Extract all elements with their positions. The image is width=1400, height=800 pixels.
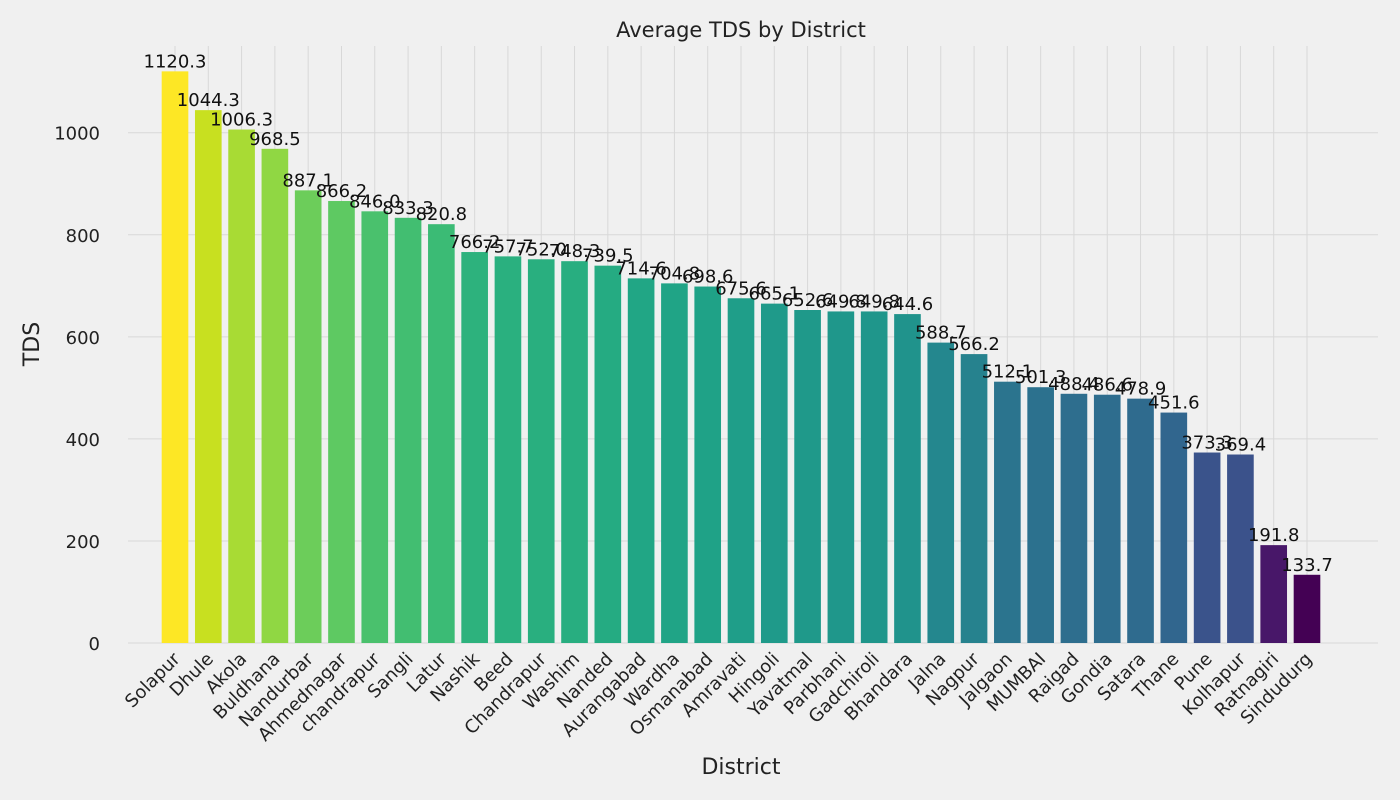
bar-value-label: 369.4 — [1215, 435, 1267, 456]
bar — [627, 278, 655, 643]
bar-value-label: 833.3 — [382, 198, 434, 219]
bar — [927, 342, 955, 643]
bar — [860, 311, 888, 643]
bar — [1227, 454, 1254, 643]
bar — [261, 148, 289, 644]
bar-value-label: 887.1 — [282, 170, 334, 191]
bar — [1060, 393, 1088, 643]
y-axis-ticks: 0 200 400 600 800 1000 — [54, 124, 100, 655]
bar-value-label: 649.8 — [848, 291, 900, 312]
y-tick-label: 200 — [66, 532, 100, 553]
bar — [1093, 394, 1121, 643]
bar — [694, 286, 722, 643]
bar — [527, 259, 555, 643]
bar — [794, 310, 821, 643]
bar-value-label: 748.3 — [549, 241, 601, 262]
bar — [228, 129, 255, 643]
bar-value-label: 488.4 — [1048, 374, 1100, 395]
bar-value-label: 1006.3 — [210, 110, 273, 131]
bar-value-label: 675.6 — [715, 278, 767, 299]
bar — [1127, 398, 1154, 643]
bar-value-label: 588.7 — [915, 323, 967, 344]
y-tick-label: 600 — [66, 328, 100, 349]
bar — [1293, 574, 1321, 643]
bar-value-label: 968.5 — [249, 129, 301, 150]
bar-value-label: 652.6 — [782, 290, 834, 311]
bar — [960, 354, 988, 643]
bar — [1260, 545, 1288, 643]
bar-value-label: 766.2 — [449, 232, 501, 253]
bar-value-label: 451.6 — [1148, 393, 1200, 414]
bar-value-label: 501.3 — [1015, 367, 1067, 388]
bars — [161, 71, 1321, 644]
bar-value-label: 373.3 — [1181, 433, 1233, 454]
bar — [760, 303, 788, 643]
bar-value-label: 704.8 — [649, 263, 701, 284]
bar — [361, 211, 389, 644]
bar — [1027, 387, 1054, 643]
bar-value-label: 486.6 — [1081, 375, 1133, 396]
bar-value-label: 644.6 — [882, 294, 934, 315]
bar-value-label: 512.1 — [982, 362, 1034, 383]
bar — [1160, 412, 1188, 643]
bar — [194, 110, 222, 644]
y-tick-label: 1000 — [54, 124, 100, 145]
bar-value-label: 698.6 — [682, 267, 734, 288]
bar-value-label: 846.0 — [349, 191, 401, 212]
bar — [494, 256, 522, 643]
bar-value-label: 649.8 — [815, 291, 867, 312]
bar — [161, 71, 189, 643]
bar — [461, 252, 488, 643]
bar-value-label: 665.1 — [749, 284, 801, 305]
bar-value-label: 478.9 — [1115, 379, 1167, 400]
y-tick-label: 0 — [89, 634, 100, 655]
bar-value-label: 566.2 — [948, 334, 1000, 355]
bar-value-label: 752.0 — [515, 239, 567, 260]
bar-value-label: 1044.3 — [177, 90, 240, 111]
y-axis-title: TDS — [20, 322, 45, 367]
bar — [328, 201, 355, 643]
bar — [894, 314, 921, 643]
y-tick-label: 800 — [66, 226, 100, 247]
bar — [394, 217, 422, 643]
x-axis-ticks: SolapurDhuleAkolaBuldhanaNandurbarAhmedn… — [121, 648, 1316, 745]
bar-value-label: 866.2 — [316, 181, 368, 202]
bar — [294, 190, 322, 643]
bar — [594, 265, 622, 643]
bar — [827, 311, 855, 643]
bar-value-label: 191.8 — [1248, 525, 1300, 546]
bar — [727, 298, 755, 643]
bar — [1193, 452, 1221, 643]
bar — [561, 261, 588, 643]
bar — [661, 283, 688, 643]
bar-value-label: 820.8 — [416, 204, 468, 225]
y-tick-label: 400 — [66, 430, 100, 451]
bar — [428, 224, 455, 644]
bar-value-label: 739.5 — [582, 246, 634, 267]
bar — [994, 381, 1021, 643]
bar-value-label: 757.7 — [482, 236, 534, 257]
x-axis-title: District — [701, 755, 780, 780]
bar-value-label: 133.7 — [1281, 555, 1333, 576]
bar-value-label: 714.6 — [615, 258, 667, 279]
chart-title: Average TDS by District — [616, 18, 866, 42]
bar-value-label: 1120.3 — [144, 51, 207, 72]
